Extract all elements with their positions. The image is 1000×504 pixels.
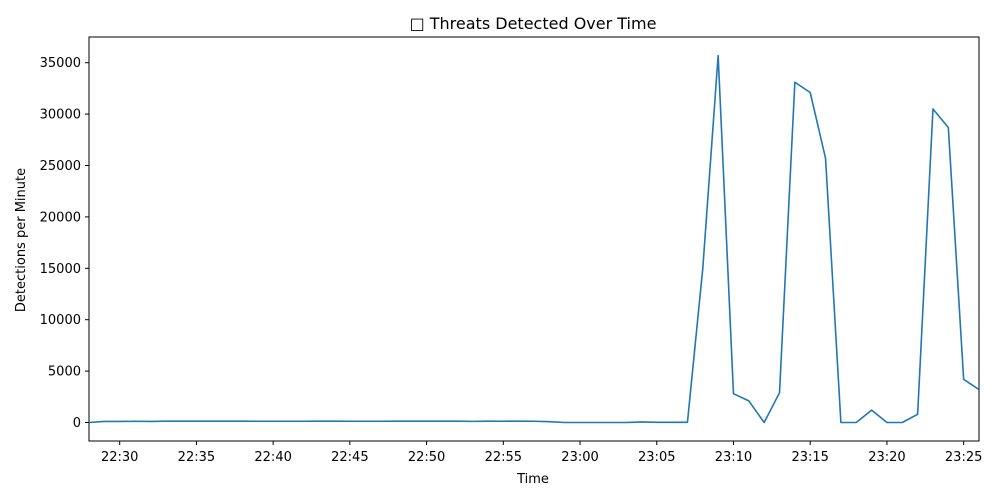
x-tick-label: 22:45 bbox=[331, 450, 368, 465]
y-tick-label: 30000 bbox=[40, 108, 81, 123]
y-tick-label: 10000 bbox=[40, 313, 81, 328]
x-tick-label: 22:30 bbox=[101, 450, 138, 465]
chart-title: □ Threats Detected Over Time bbox=[410, 14, 657, 33]
y-tick-label: 35000 bbox=[40, 56, 81, 71]
y-axis-label: Detections per Minute bbox=[14, 168, 29, 312]
x-tick-label: 22:35 bbox=[178, 450, 215, 465]
axes: 0 5000 10000 15000 20000 25000 30000 35000 22:30… bbox=[40, 36, 982, 465]
x-tick-label: 23:10 bbox=[715, 450, 752, 465]
series-group bbox=[89, 54, 979, 424]
x-tick-label: 23:00 bbox=[561, 450, 598, 465]
y-tick-label: 5000 bbox=[48, 365, 81, 380]
series-line bbox=[89, 54, 979, 424]
x-tick-label: 22:40 bbox=[254, 450, 291, 465]
y-tick-label: 0 bbox=[73, 416, 81, 431]
x-tick-label: 23:05 bbox=[638, 450, 675, 465]
y-tick-label: 20000 bbox=[40, 210, 81, 225]
y-tick-label: 25000 bbox=[40, 159, 81, 174]
x-tick-label: 22:55 bbox=[485, 450, 522, 465]
x-tick-label: 23:20 bbox=[868, 450, 905, 465]
x-axis-label: Time bbox=[516, 472, 549, 487]
x-tick-label: 22:50 bbox=[408, 450, 445, 465]
x-tick-label: 23:15 bbox=[791, 450, 828, 465]
x-tick-label: 23:25 bbox=[945, 450, 982, 465]
y-tick-label: 15000 bbox=[40, 262, 81, 277]
plot-frame bbox=[88, 36, 980, 442]
